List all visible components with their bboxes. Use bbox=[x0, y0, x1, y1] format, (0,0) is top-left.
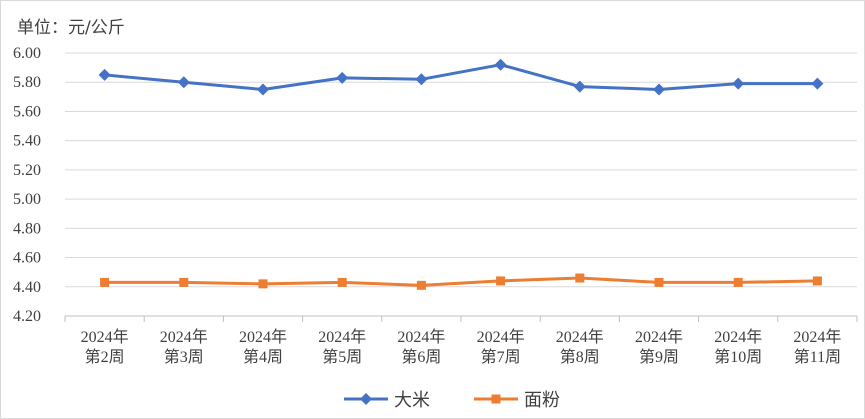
data-point bbox=[415, 73, 428, 86]
data-point bbox=[653, 83, 665, 96]
y-tick-label: 5.80 bbox=[13, 74, 41, 91]
legend-marker bbox=[491, 394, 501, 404]
data-point bbox=[98, 68, 111, 81]
data-point bbox=[811, 77, 824, 90]
legend-label: 大米 bbox=[394, 390, 430, 411]
x-tick-label: 2024年第11周 bbox=[793, 328, 841, 366]
data-point bbox=[654, 277, 664, 287]
data-point bbox=[733, 277, 743, 287]
data-point bbox=[416, 280, 426, 290]
legend-label: 面粉 bbox=[524, 390, 560, 411]
gridlines bbox=[65, 52, 857, 288]
data-point bbox=[258, 279, 268, 289]
data-point bbox=[732, 77, 745, 90]
x-tick-label: 2024年第9周 bbox=[635, 328, 683, 366]
x-tick-label: 2024年第8周 bbox=[556, 328, 604, 366]
y-tick-label: 6.00 bbox=[13, 45, 41, 62]
y-tick-label: 5.00 bbox=[13, 191, 41, 208]
y-axis: 4.20 4.40 4.60 4.80 5.00 5.20 5.40 5.60 5.80 6.00 bbox=[13, 45, 41, 325]
y-tick-label: 4.60 bbox=[13, 250, 41, 267]
legend-marker bbox=[360, 393, 372, 405]
x-axis: 2024年第2周 2024年第3周 2024年第4周 2024年第5周 2024年第6周… bbox=[64, 315, 858, 366]
y-tick-label: 5.60 bbox=[13, 103, 41, 120]
x-tick-label: 2024年第7周 bbox=[477, 328, 525, 366]
series-group bbox=[98, 58, 824, 290]
data-point bbox=[337, 277, 347, 287]
y-tick-label: 4.20 bbox=[13, 308, 41, 325]
data-point bbox=[336, 71, 349, 84]
data-point bbox=[496, 276, 506, 286]
data-point bbox=[575, 273, 585, 283]
y-tick-label: 4.80 bbox=[13, 220, 41, 237]
x-tick-label: 2024年第5周 bbox=[318, 328, 366, 366]
data-point bbox=[100, 277, 110, 287]
data-point bbox=[177, 76, 190, 89]
y-tick-label: 5.20 bbox=[13, 162, 41, 179]
unit-label: 单位：元/公斤 bbox=[17, 18, 125, 38]
data-point bbox=[573, 80, 586, 93]
y-tick-label: 5.40 bbox=[13, 133, 41, 150]
data-point bbox=[179, 277, 189, 287]
legend: 大米 面粉 bbox=[344, 390, 560, 411]
data-point bbox=[257, 83, 269, 96]
x-tick-label: 2024年第4周 bbox=[239, 328, 287, 366]
data-point bbox=[812, 276, 822, 286]
x-tick-label: 2024年第2周 bbox=[81, 328, 129, 366]
y-tick-label: 4.40 bbox=[13, 279, 41, 296]
x-tick-label: 2024年第10周 bbox=[714, 328, 762, 366]
x-tick-label: 2024年第6周 bbox=[397, 328, 445, 366]
series-line bbox=[104, 63, 818, 92]
data-point bbox=[494, 58, 507, 71]
x-tick-label: 2024年第3周 bbox=[160, 328, 208, 366]
series-line bbox=[104, 276, 818, 287]
